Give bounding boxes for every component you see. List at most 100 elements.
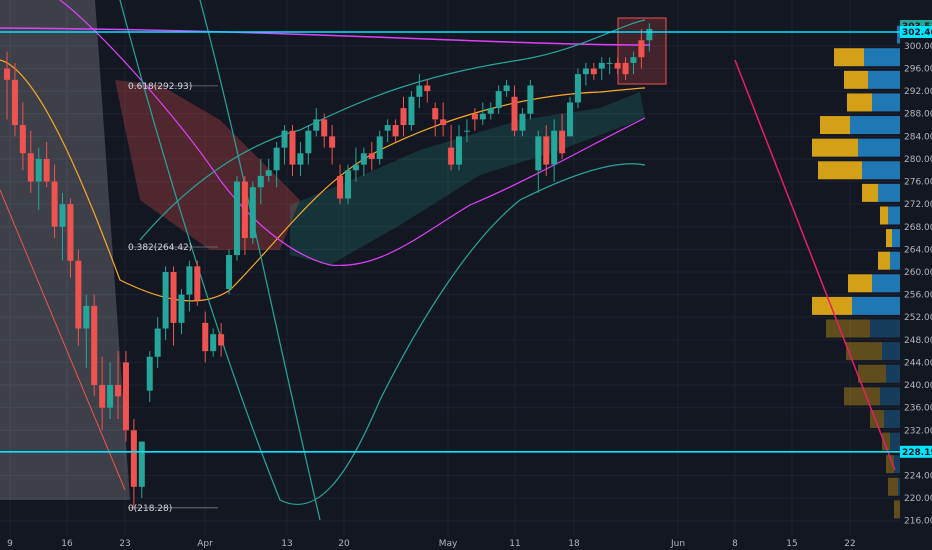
candle-body[interactable] (313, 119, 320, 131)
candle-body[interactable] (233, 181, 240, 256)
price-tick-label: 224.00 (904, 471, 932, 481)
candle-body[interactable] (4, 68, 10, 80)
candle-body[interactable] (186, 266, 193, 295)
candle-body[interactable] (368, 153, 375, 159)
candle-body[interactable] (376, 136, 383, 159)
candle-body[interactable] (392, 125, 399, 137)
candle-body[interactable] (614, 62, 621, 69)
candle-body[interactable] (495, 91, 502, 109)
candle-body[interactable] (456, 136, 463, 165)
candle-body[interactable] (416, 85, 423, 97)
candle-body[interactable] (154, 328, 161, 357)
candle-body[interactable] (99, 385, 106, 408)
candle-body[interactable] (297, 153, 304, 165)
candle-body[interactable] (241, 181, 248, 239)
fib-label: 0.618(292.93) (128, 82, 192, 92)
candle-body[interactable] (432, 108, 439, 120)
candle-body[interactable] (249, 187, 256, 239)
candle-body[interactable] (551, 130, 558, 165)
candle-body[interactable] (281, 130, 288, 148)
price-tick-label: 232.00 (904, 426, 932, 436)
candle-body[interactable] (19, 125, 26, 154)
candle-body[interactable] (535, 136, 542, 171)
candle-body[interactable] (606, 62, 613, 64)
candle-body[interactable] (67, 204, 74, 261)
candle-body[interactable] (115, 385, 122, 397)
candle-body[interactable] (646, 28, 653, 41)
candle-body[interactable] (265, 170, 272, 176)
candlesticks[interactable] (4, 23, 653, 510)
candle-body[interactable] (273, 147, 280, 171)
volume-bar-up (864, 48, 900, 67)
candle-body[interactable] (83, 305, 90, 329)
candle-body[interactable] (638, 40, 645, 58)
candle-body[interactable] (519, 113, 526, 131)
candle-body[interactable] (91, 305, 98, 386)
candle-body[interactable] (75, 260, 82, 329)
candle-body[interactable] (574, 74, 581, 103)
candle-body[interactable] (43, 158, 50, 182)
price-tick-label: 244.00 (904, 358, 932, 368)
candle-body[interactable] (210, 334, 217, 352)
candle-body[interactable] (352, 164, 359, 171)
candle-body[interactable] (329, 136, 336, 148)
candle-body[interactable] (630, 57, 637, 63)
candle-body[interactable] (257, 175, 264, 188)
candle-body[interactable] (202, 322, 209, 352)
time-tick-label: 13 (281, 539, 292, 549)
price-tag-label: 228.19 (902, 448, 932, 458)
candle-body[interactable] (337, 175, 344, 199)
candle-body[interactable] (27, 153, 34, 182)
candle-body[interactable] (479, 113, 486, 120)
candle-body[interactable] (598, 62, 605, 69)
candle-body[interactable] (11, 79, 18, 126)
price-tick-label: 272.00 (904, 200, 932, 210)
candle-body[interactable] (384, 125, 391, 131)
candle-body[interactable] (59, 204, 66, 227)
candle-body[interactable] (218, 334, 225, 346)
candle-body[interactable] (400, 108, 407, 126)
volume-bar-up (890, 251, 900, 270)
candle-body[interactable] (408, 96, 415, 126)
candle-body[interactable] (543, 136, 550, 165)
candle-body[interactable] (440, 119, 447, 126)
candle-body[interactable] (622, 62, 629, 75)
price-axis[interactable]: 300.00 296.00 292.00 288.00 284.00 280.00 276.… (900, 19, 932, 527)
candle-body[interactable] (424, 85, 431, 92)
annotations: 0.618(292.93) 0.382(264.42) 0(218.28) (0, 31, 900, 514)
candle-body[interactable] (51, 181, 58, 227)
candle-body[interactable] (289, 130, 296, 165)
candle-body[interactable] (511, 96, 518, 131)
volume-bar-down (894, 500, 900, 519)
candle-body[interactable] (194, 266, 201, 301)
time-axis[interactable]: 9 16 23 Apr 13 20 May 11 18 Jun 8 15 22 (7, 539, 856, 549)
indicator-lines (0, 0, 896, 521)
candle-body[interactable] (463, 130, 470, 132)
volume-bar-down (858, 364, 886, 383)
candle-body[interactable] (146, 356, 153, 391)
candle-body[interactable] (107, 385, 114, 408)
candle-body[interactable] (448, 147, 455, 165)
candle-body[interactable] (590, 68, 597, 75)
candle-body[interactable] (162, 272, 169, 329)
candle-body[interactable] (471, 113, 478, 120)
candle-body[interactable] (321, 119, 328, 137)
candle-body[interactable] (503, 85, 510, 92)
candle-body[interactable] (226, 255, 233, 289)
candle-body[interactable] (527, 85, 534, 114)
candle-body[interactable] (344, 170, 351, 199)
candle-body[interactable] (170, 272, 177, 323)
candle-body[interactable] (122, 362, 129, 431)
candle-body[interactable] (130, 430, 137, 487)
candle-body[interactable] (178, 294, 185, 323)
candle-body[interactable] (35, 158, 42, 182)
candle-body[interactable] (138, 441, 145, 487)
candle-body[interactable] (305, 130, 312, 154)
candle-body[interactable] (559, 130, 566, 154)
candle-body[interactable] (487, 108, 494, 114)
candle-body[interactable] (582, 68, 589, 75)
candle-body[interactable] (567, 102, 574, 137)
candle-body[interactable] (360, 153, 367, 165)
